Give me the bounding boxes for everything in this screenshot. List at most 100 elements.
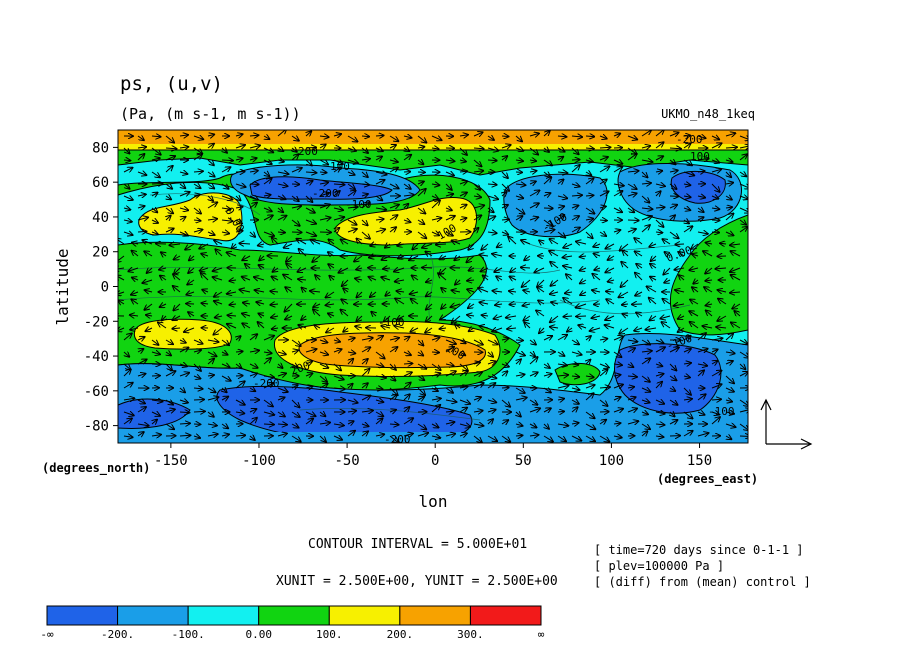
wind-vector	[165, 371, 175, 377]
wind-vector	[361, 431, 368, 436]
wind-vector	[188, 312, 195, 316]
wind-vector	[613, 336, 623, 340]
wind-vector	[697, 136, 706, 138]
wind-vector	[704, 287, 713, 293]
wind-vector	[341, 310, 349, 317]
wind-vector	[404, 148, 409, 151]
wind-vector	[455, 324, 460, 328]
wind-vector	[693, 280, 698, 284]
wind-vector	[389, 424, 399, 425]
wind-vector	[229, 304, 237, 305]
wind-vector	[725, 352, 735, 353]
wind-vector	[690, 300, 699, 305]
wind-vector	[305, 361, 312, 364]
wind-vector	[137, 231, 146, 232]
wind-vector	[494, 316, 503, 319]
wind-vector	[291, 219, 300, 226]
wind-vector	[356, 316, 363, 321]
wind-vector	[509, 291, 517, 292]
wind-vector	[725, 147, 737, 148]
wind-vector	[718, 299, 727, 305]
wind-vector	[250, 436, 255, 440]
wind-vector	[286, 264, 293, 268]
wind-vector	[550, 239, 559, 245]
wind-vector	[193, 363, 201, 371]
wind-vector	[193, 350, 201, 352]
wind-vector	[627, 421, 638, 424]
wind-vector	[291, 206, 301, 208]
wind-vector	[730, 268, 741, 272]
wind-vector	[445, 422, 454, 424]
wind-vector	[599, 157, 608, 160]
wind-vector	[641, 160, 653, 162]
wind-vector	[137, 147, 146, 148]
wind-vector	[146, 328, 153, 331]
wind-vector	[567, 328, 572, 332]
wind-vector	[305, 373, 312, 376]
wind-vector	[277, 172, 288, 174]
wind-vector	[669, 400, 678, 405]
wind-vector	[501, 388, 509, 389]
wind-vector	[664, 280, 671, 283]
wind-vector	[291, 399, 299, 407]
wind-vector	[697, 232, 708, 234]
wind-vector	[641, 358, 650, 365]
wind-vector	[549, 251, 559, 257]
colorbar-label: 300.	[457, 628, 484, 641]
wind-vector	[131, 292, 139, 295]
wind-vector	[422, 268, 433, 269]
wind-vector	[426, 292, 433, 296]
wind-vector	[550, 262, 559, 269]
wind-vector	[585, 207, 594, 214]
wind-vector	[118, 239, 125, 245]
wind-vector	[537, 287, 545, 292]
wind-vector	[375, 400, 383, 402]
wind-vector	[431, 201, 440, 209]
wind-vector	[571, 195, 582, 196]
wind-vector	[690, 322, 699, 329]
wind-vector	[305, 220, 316, 224]
wind-vector	[563, 256, 573, 258]
wind-vector-field	[118, 130, 748, 443]
wind-vector	[298, 268, 307, 272]
wind-vector	[259, 265, 265, 268]
wind-vector	[649, 298, 657, 305]
wind-vector	[389, 168, 398, 172]
wind-vector	[502, 371, 507, 376]
wind-vector	[586, 360, 590, 364]
wind-vector	[571, 364, 578, 365]
wind-vector	[151, 340, 158, 345]
wind-vector	[703, 326, 713, 328]
wind-vector	[636, 264, 643, 268]
wind-vector	[385, 292, 390, 296]
wind-vector	[459, 408, 467, 412]
colorbar-swatch	[46, 605, 119, 626]
contour-label: 200	[298, 145, 318, 158]
wind-vector	[515, 424, 523, 426]
wind-vector	[487, 410, 496, 412]
wind-vector	[319, 423, 330, 425]
wind-vector	[179, 340, 186, 343]
wind-vector	[445, 194, 453, 196]
wind-vector	[692, 254, 699, 256]
wind-vector	[571, 228, 580, 233]
wind-vector	[297, 239, 307, 245]
wind-vector	[310, 291, 321, 292]
wind-vector	[642, 431, 647, 436]
wind-vector	[697, 412, 705, 415]
wind-vector	[214, 240, 223, 244]
wind-vector	[592, 316, 601, 318]
colorbar-label: 0.00	[245, 628, 272, 641]
wind-vector	[599, 364, 609, 368]
wind-vector	[319, 145, 326, 149]
wind-vector	[179, 400, 188, 403]
x-axis-label: lon	[419, 492, 448, 511]
wind-vector	[529, 408, 540, 412]
contour-label: -200	[312, 187, 339, 200]
wind-vector	[529, 217, 538, 220]
wind-vector	[703, 251, 713, 257]
wind-vector	[599, 166, 609, 173]
wind-vector	[445, 232, 453, 236]
wind-vector	[264, 172, 269, 176]
wind-vector	[147, 268, 152, 273]
